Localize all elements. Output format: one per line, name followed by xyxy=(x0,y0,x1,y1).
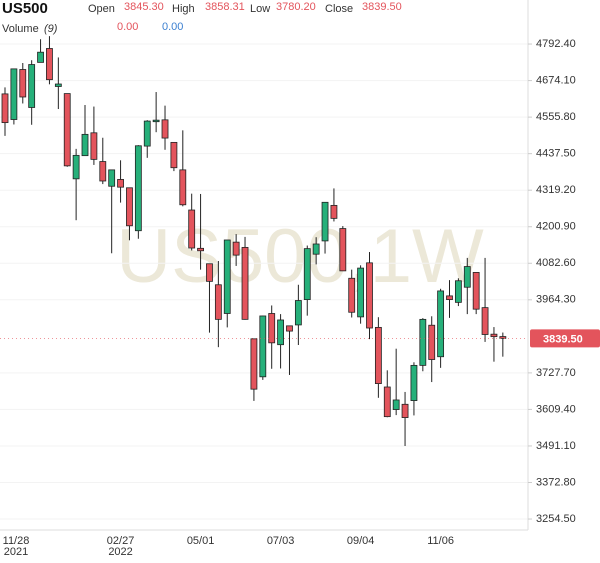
candle-body xyxy=(46,48,53,81)
candle-body xyxy=(446,295,453,300)
x-tick-year: 2021 xyxy=(4,546,28,558)
candle-body xyxy=(401,403,409,418)
candle-body xyxy=(410,364,418,401)
y-tick-label: 4200.90 xyxy=(536,221,576,233)
candle-body xyxy=(437,290,445,358)
y-tick-label: 4674.10 xyxy=(536,74,576,86)
candle-body xyxy=(214,284,222,320)
x-tick-label: 02/27 xyxy=(107,535,135,547)
candle-body xyxy=(428,324,436,360)
candle-body xyxy=(321,201,329,242)
candle-body xyxy=(259,315,267,378)
close-value: 3839.50 xyxy=(362,1,402,13)
candle-body xyxy=(10,68,18,120)
candle-body xyxy=(374,326,382,385)
candle-body xyxy=(481,307,489,335)
y-tick-label: 4555.80 xyxy=(536,111,576,123)
candle-body xyxy=(312,243,320,255)
candle-body xyxy=(250,338,258,390)
y-tick-label: 4319.20 xyxy=(536,184,576,196)
y-tick-label: 3254.50 xyxy=(536,513,576,525)
candle-body xyxy=(197,247,204,252)
volume-period: (9) xyxy=(44,23,58,35)
candle-body xyxy=(37,51,44,63)
candle-body xyxy=(117,179,124,188)
candle-body xyxy=(90,132,98,160)
candle-body xyxy=(419,318,427,366)
candle-body xyxy=(357,267,365,318)
candle-body xyxy=(294,300,302,326)
symbol: US500 xyxy=(2,0,48,17)
high-value: 3858.31 xyxy=(205,1,245,13)
candle-body xyxy=(63,93,71,167)
candle-body xyxy=(134,145,142,232)
candle-body xyxy=(392,399,400,410)
x-tick-label: 05/01 xyxy=(187,535,215,547)
candle-body xyxy=(19,69,27,98)
candle-body xyxy=(170,141,178,169)
candle-body xyxy=(366,262,373,329)
x-tick-label: 09/04 xyxy=(347,535,375,547)
candle-body xyxy=(108,169,116,187)
candle-body xyxy=(179,169,187,206)
x-tick-label: 11/28 xyxy=(3,535,30,547)
last-price-label: 3839.50 xyxy=(543,333,583,345)
y-tick-label: 3609.40 xyxy=(536,403,576,415)
candle-body xyxy=(348,277,356,313)
plot-area xyxy=(0,36,528,520)
x-tick-label: 07/03 xyxy=(267,535,295,547)
candle-body xyxy=(1,93,9,124)
last-price-tag xyxy=(530,329,600,348)
y-tick-label: 3727.70 xyxy=(536,367,576,379)
open-value: 3845.30 xyxy=(124,1,164,13)
candle-body xyxy=(54,83,62,87)
candle-body xyxy=(232,241,240,256)
candle-body xyxy=(143,120,151,147)
watermark: US500,1W xyxy=(116,214,484,299)
candle-body xyxy=(339,228,347,272)
candle-body xyxy=(268,313,276,344)
candle-body xyxy=(463,266,471,288)
close-label: Close xyxy=(325,3,353,15)
volume-label: Volume xyxy=(2,23,39,35)
candle-body xyxy=(99,161,107,182)
candle-body xyxy=(206,263,213,282)
y-tick-label: 3491.10 xyxy=(536,440,576,452)
candle-body xyxy=(28,64,36,108)
high-label: High xyxy=(172,3,195,15)
candle-body xyxy=(499,336,507,339)
candle-body xyxy=(72,154,80,180)
candle-body xyxy=(81,133,89,157)
low-value: 3780.20 xyxy=(276,1,316,13)
candle-body xyxy=(277,319,284,346)
y-tick-label: 4437.50 xyxy=(536,148,576,160)
open-label: Open xyxy=(88,3,115,15)
candle-body xyxy=(286,325,293,332)
y-tick-label: 3372.80 xyxy=(536,476,576,488)
y-tick-label: 4082.60 xyxy=(536,257,576,269)
candle-body xyxy=(241,246,249,320)
x-tick-year: 2022 xyxy=(108,546,132,558)
header: US500 Open 3845.30 High 3858.31 Low 3780… xyxy=(2,0,402,35)
candle-body xyxy=(126,187,133,227)
candle-body xyxy=(161,119,169,139)
y-tick-label: 3964.30 xyxy=(536,294,576,306)
candle-body xyxy=(223,239,231,314)
candle-body xyxy=(383,386,391,418)
candle-body xyxy=(490,333,498,338)
y-tick-label: 4792.40 xyxy=(536,38,576,50)
volume-value: 0.00 xyxy=(117,21,138,33)
candle-body xyxy=(152,119,160,123)
candle-body xyxy=(303,248,311,300)
candle-body xyxy=(472,272,480,310)
x-tick-label: 11/06 xyxy=(427,535,454,547)
candle-body xyxy=(188,209,196,249)
candle-body xyxy=(454,280,462,303)
volume-value: 0.00 xyxy=(162,21,183,33)
low-label: Low xyxy=(250,3,270,15)
candle-body xyxy=(330,204,338,219)
